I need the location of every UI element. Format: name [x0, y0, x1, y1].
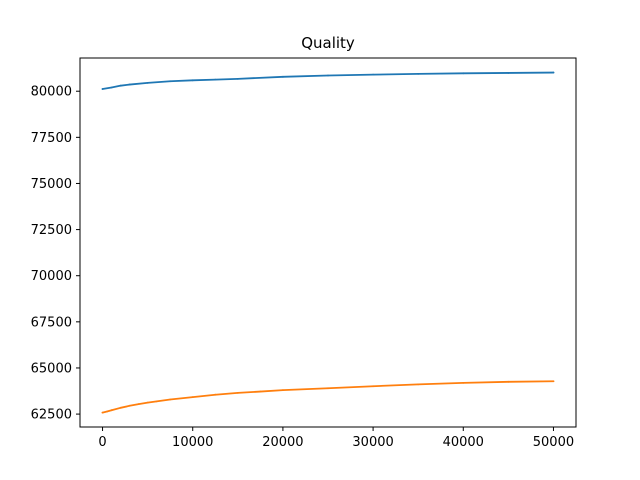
series-1-point [128, 83, 131, 86]
series-2-point [372, 385, 374, 388]
x-axis: 0 10000 20000 30000 40000 50000 [98, 427, 574, 450]
series-2-point [552, 380, 555, 383]
series-2-point [259, 390, 262, 393]
series-1-point [110, 86, 113, 89]
y-tick-label: 65000 [31, 361, 72, 376]
series-2-point [191, 396, 194, 399]
plot-area-frame [79, 57, 577, 428]
series-1-point [372, 73, 374, 76]
series-2-point [155, 400, 158, 403]
y-tick-label: 77500 [31, 131, 72, 146]
y-axis: 62500 65000 67500 70000 72500 75000 77500 80000 [31, 85, 80, 423]
series-1-point [236, 77, 239, 80]
series-2-point [146, 401, 149, 404]
x-tick-label: 0 [98, 435, 106, 450]
x-tick-label: 20000 [262, 435, 303, 450]
y-tick-label: 62500 [31, 408, 72, 423]
series-2-point [214, 393, 217, 396]
series-2-point [128, 404, 131, 407]
y-tick-label: 75000 [31, 177, 72, 192]
x-tick-label: 30000 [352, 435, 393, 450]
chart-title: Quality [301, 34, 355, 52]
series-2-point [236, 391, 239, 394]
series-2-line [101, 380, 555, 414]
series-1-point [169, 80, 172, 83]
x-tick-label: 50000 [533, 435, 574, 450]
series-2-point [462, 382, 465, 384]
series-1-point [282, 75, 284, 78]
y-tick-label: 67500 [31, 315, 72, 330]
series-1-line [101, 71, 555, 90]
series-2-point [110, 409, 113, 412]
y-tick-label: 72500 [31, 223, 72, 238]
x-tick-label: 40000 [443, 435, 484, 450]
series-2 [101, 380, 555, 414]
series-1-point [146, 82, 149, 84]
y-tick-label: 80000 [31, 85, 72, 100]
series-1-point [101, 88, 104, 90]
series-1-point [327, 74, 329, 77]
series-2-point [282, 389, 284, 391]
y-tick-label: 70000 [31, 269, 72, 284]
series-2-point [507, 380, 510, 383]
series-1-point [552, 71, 555, 74]
series-1-point [417, 72, 420, 75]
series-2-point [169, 398, 172, 401]
series-2-point [137, 403, 140, 406]
series-2-point [106, 410, 108, 413]
series-2-point [417, 383, 420, 386]
series-1 [101, 71, 555, 90]
series-1-point [119, 84, 122, 87]
series-1-point [191, 79, 194, 82]
series-layer [101, 71, 555, 414]
series-2-point [119, 406, 122, 409]
series-1-point [214, 78, 217, 81]
series-2-point [101, 411, 104, 414]
series-2-point [327, 387, 329, 390]
x-tick-label: 10000 [172, 435, 213, 450]
series-1-point [507, 72, 510, 74]
series-1-point [462, 72, 465, 75]
